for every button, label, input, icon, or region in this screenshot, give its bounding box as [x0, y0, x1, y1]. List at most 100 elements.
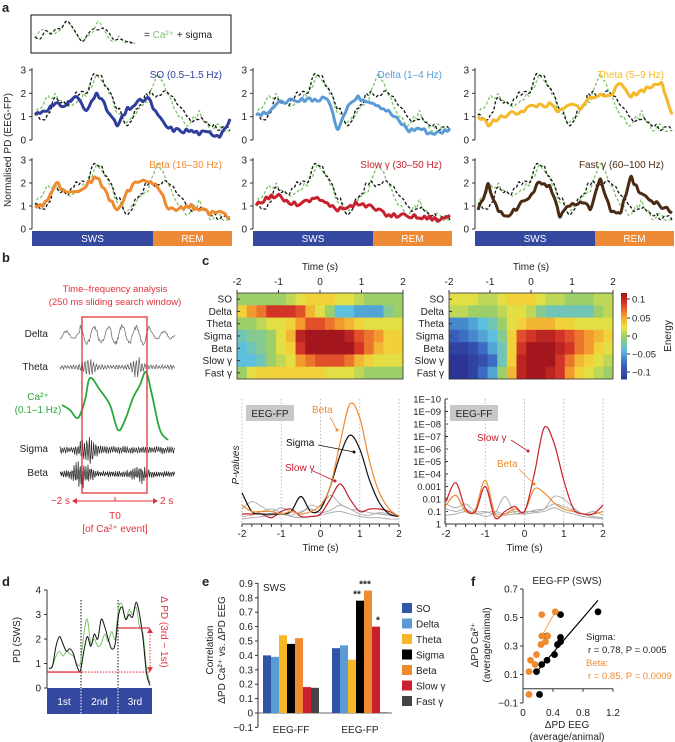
heatmap-cell [497, 317, 508, 331]
point-sigma [594, 608, 602, 616]
heatmap-cell [574, 354, 585, 368]
subplot-2: 0 1 2 3 Theta (5–9 Hz) [463, 66, 674, 147]
p-tick-label: 0.01 [423, 495, 442, 506]
heatmap-cell [246, 317, 257, 331]
x-tick-label: 1 [359, 277, 365, 288]
x-tick-label: 0 [520, 708, 526, 719]
heatmap-cell [276, 329, 287, 343]
heatmap-cell [344, 329, 355, 343]
heatmap-cell [295, 317, 306, 331]
p-tick-label: 1E−04 [413, 470, 441, 481]
legend-ca-trace [34, 21, 136, 44]
colorbar-step [621, 370, 627, 374]
heatmap-cell [276, 354, 287, 368]
heatmap-cell [526, 329, 537, 343]
p-tick-label: 1E−05 [413, 457, 441, 468]
b-trace-label: Theta [22, 362, 48, 373]
series-line [34, 175, 231, 220]
y-tick-label: 3 [463, 66, 469, 77]
pvalue-line-Slow [241, 483, 400, 519]
heatmap-cell [285, 329, 296, 343]
heatmap-cell [266, 354, 277, 368]
heatmap-cell [603, 366, 614, 380]
heatmap-cell [295, 329, 306, 343]
point-beta [544, 632, 552, 640]
heatmap-cell [516, 305, 527, 318]
colorbar-step [621, 316, 627, 320]
b-ca-label: Ca²⁺ [27, 392, 48, 403]
heatmap-cell [363, 293, 375, 306]
heatmap-cell [526, 366, 537, 380]
colorbar-step [621, 368, 627, 371]
down-arrow-icon [147, 667, 153, 673]
y-tick-label: 0 [463, 136, 469, 147]
point-beta [533, 651, 540, 658]
significance-mark: * [376, 616, 380, 627]
y-tick-label: 2 [463, 89, 469, 100]
y-tick-label: 0.1 [504, 670, 518, 681]
heatmap-cell [477, 366, 488, 380]
heatmap-row-label: Theta [206, 319, 232, 330]
colorbar-step [621, 344, 627, 348]
heatmap-row-label: SO [430, 295, 445, 306]
subplot-3: 0 1 2 3 Beta (16–30 Hz) [20, 156, 231, 236]
heatmap-cell [603, 354, 614, 368]
heatmap-cell [237, 366, 248, 380]
heatmap-cell [305, 293, 316, 306]
p-tick-label: 1E−10 [413, 395, 441, 406]
stat-text: r = 0.85, P = 0.0009 [588, 671, 672, 682]
point-beta [525, 668, 533, 676]
right-arrow-icon [153, 498, 158, 504]
rem-label: REM [623, 234, 645, 245]
colorbar-step [621, 297, 627, 300]
heatmap-cell [246, 354, 257, 368]
heatmap-cell [246, 293, 257, 306]
heatmap-cell [354, 329, 365, 343]
y-tick-label: 3 [241, 156, 247, 167]
panel-label-a: a [2, 0, 10, 15]
pvalue-line-other [241, 504, 400, 517]
heatmap-cell [535, 317, 546, 331]
y-tick-label: 0 [463, 225, 469, 236]
heatmap-cell [315, 342, 326, 355]
y-tick-label: 1 [20, 112, 26, 123]
heatmap-cell [487, 293, 498, 306]
search-window-box [81, 316, 148, 494]
heatmap-cell [468, 354, 479, 368]
legend-label: Theta [416, 635, 442, 646]
heatmap-cell [334, 366, 345, 380]
y-tick-label: 3 [20, 66, 26, 77]
heatmap-cell [344, 293, 355, 306]
panel-label-b: b [2, 250, 10, 265]
colorbar-step [621, 346, 627, 350]
stat-text: r = 0.78, P = 0.005 [588, 645, 667, 656]
colorbar-step [621, 331, 627, 335]
segment-label: 1st [57, 697, 71, 708]
arrow-head-icon [352, 450, 356, 454]
colorbar-step [621, 303, 627, 307]
bar-eeg-fp-beta [364, 590, 372, 713]
left-arrow-icon [72, 498, 77, 504]
colorbar-step [621, 318, 627, 322]
heatmap-cell [324, 329, 336, 343]
heatmap-cell [555, 342, 566, 355]
annotation-arrow [329, 416, 338, 431]
heatmap-cell [506, 317, 517, 331]
y-tick-label: 1 [35, 659, 41, 670]
heatmap-cell [526, 305, 537, 318]
subplot-title: Fast γ (60–100 Hz) [579, 160, 664, 171]
fp-slowgamma-label: Slow γ [285, 463, 314, 474]
colorbar-step [621, 348, 627, 352]
heatmap-cell [373, 293, 384, 306]
heatmap-cell [545, 354, 556, 368]
colorbar-step [621, 372, 627, 376]
x-tick-label: -2 [442, 529, 451, 540]
scatter-title: EEG-FP (SWS) [532, 576, 601, 587]
x-tick-label: 0 [318, 529, 324, 540]
heatmap-cell [295, 293, 306, 306]
legend-box [30, 14, 232, 54]
bar-eeg-ff-so [263, 655, 271, 713]
arrow-head-icon [333, 479, 337, 483]
y-axis-label-1: Correlation [205, 626, 216, 675]
heatmap-cell [373, 354, 384, 368]
